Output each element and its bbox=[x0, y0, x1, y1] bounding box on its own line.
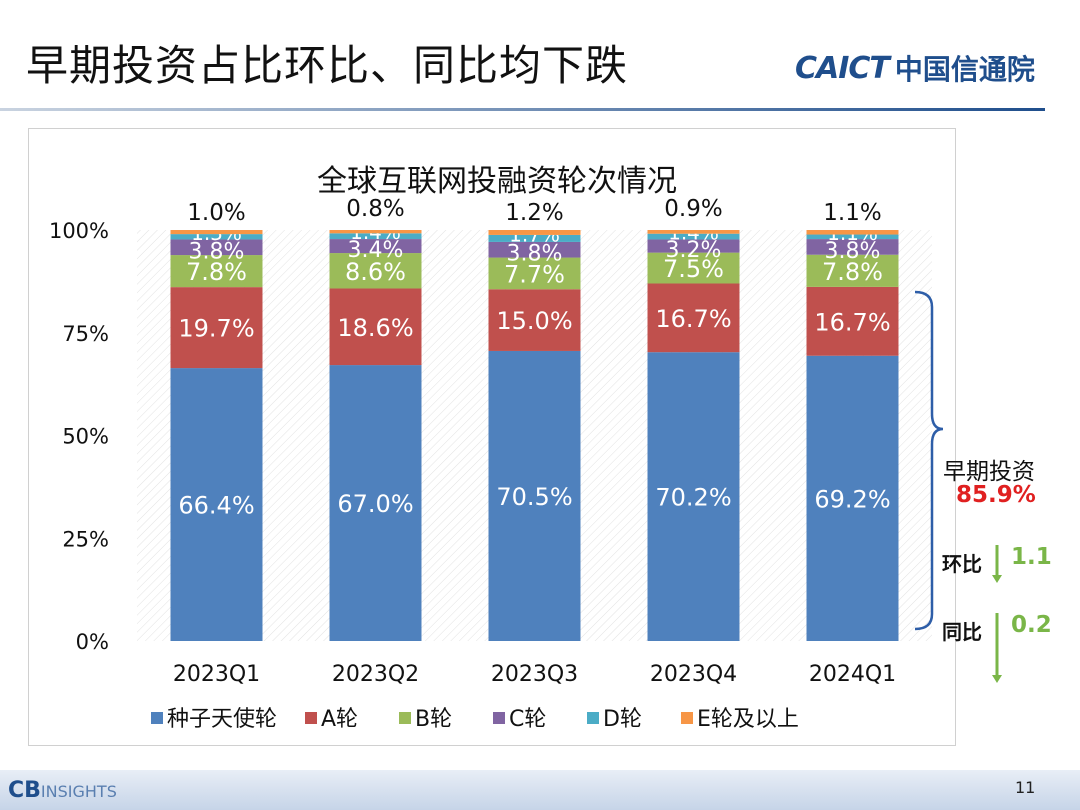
bar-segment bbox=[647, 230, 740, 234]
legend-label: 种子天使轮 bbox=[167, 707, 277, 732]
slide-title: 早期投资占比环比、同比均下跌 bbox=[26, 41, 629, 90]
data-label: 3.8% bbox=[825, 239, 881, 264]
bar-segment bbox=[329, 253, 422, 289]
y-tick-label: 0% bbox=[76, 630, 109, 654]
x-tick-label: 2023Q2 bbox=[332, 662, 419, 687]
legend-label: C轮 bbox=[509, 707, 546, 732]
bar-segment bbox=[170, 239, 263, 256]
bar-segment bbox=[170, 368, 263, 641]
data-label: 0.9% bbox=[664, 196, 722, 222]
cbinsights-logo: CBINSIGHTS bbox=[8, 778, 117, 803]
bar-segment bbox=[488, 230, 581, 235]
data-label: 1.0% bbox=[187, 200, 245, 226]
logo-en: CAICT bbox=[795, 50, 890, 86]
legend-label: E轮及以上 bbox=[697, 707, 799, 732]
yoy-label: 同比 bbox=[942, 620, 982, 644]
bar-segment bbox=[806, 286, 899, 356]
x-tick-label: 2023Q1 bbox=[173, 662, 260, 687]
data-label: 3.2% bbox=[666, 238, 722, 263]
bar-segment bbox=[329, 239, 422, 254]
bar-segment bbox=[329, 365, 422, 641]
bar-segment bbox=[488, 241, 581, 258]
chart-frame: 全球互联网投融资轮次情况 0% 25% 50% 75% 100% 66.4% 19.7% 7… bbox=[28, 128, 956, 746]
data-label: 1.1% bbox=[823, 200, 881, 226]
bar-segment bbox=[170, 234, 263, 240]
legend-swatch bbox=[305, 712, 317, 724]
legend-swatch bbox=[399, 712, 411, 724]
legend-swatch bbox=[493, 712, 505, 724]
early-stage-value: 85.9% bbox=[956, 482, 1036, 508]
data-label: 19.7% bbox=[178, 315, 254, 343]
data-label: 66.4% bbox=[178, 492, 254, 520]
data-label: 7.8% bbox=[822, 258, 883, 286]
data-label: 3.8% bbox=[507, 242, 563, 267]
qoq-label: 环比 bbox=[942, 552, 982, 576]
legend-label: B轮 bbox=[415, 707, 452, 732]
yoy-value: 0.2 bbox=[1011, 612, 1052, 638]
y-tick-label: 50% bbox=[62, 425, 109, 449]
yoy-down-arrow bbox=[992, 613, 1002, 683]
bar-segment bbox=[170, 255, 263, 288]
data-label: 7.5% bbox=[663, 255, 724, 283]
bar-segment bbox=[329, 288, 422, 366]
stacked-bar-chart: 全球互联网投融资轮次情况 0% 25% 50% 75% 100% 66.4% 19.7% 7… bbox=[49, 164, 944, 732]
data-label: 3.8% bbox=[189, 239, 245, 264]
qoq-value: 1.1 bbox=[1011, 544, 1052, 570]
legend-swatch bbox=[151, 712, 163, 724]
logo-cn: 中国信通院 bbox=[894, 53, 1035, 86]
y-tick-label: 25% bbox=[62, 527, 109, 551]
page-number: 11 bbox=[1015, 778, 1036, 797]
legend-swatch bbox=[587, 712, 599, 724]
data-label: 15.0% bbox=[496, 307, 572, 335]
data-label: 69.2% bbox=[814, 485, 890, 513]
bar-segment bbox=[647, 283, 740, 353]
bar-segment bbox=[170, 287, 263, 369]
early-stage-brace bbox=[914, 290, 944, 631]
bar-segment bbox=[806, 355, 899, 641]
legend-label: A轮 bbox=[321, 707, 358, 732]
data-label: 16.7% bbox=[814, 308, 890, 336]
bar-segment bbox=[329, 233, 422, 240]
footer-logo-main: CB bbox=[8, 778, 41, 803]
data-label: 70.5% bbox=[496, 483, 572, 511]
data-label: 67.0% bbox=[337, 490, 413, 518]
data-label: 18.6% bbox=[337, 314, 413, 342]
early-stage-label: 早期投资 bbox=[943, 459, 1035, 485]
data-label: 7.8% bbox=[186, 258, 247, 286]
bar-segment bbox=[647, 252, 740, 284]
legend-swatch bbox=[681, 712, 693, 724]
x-tick-label: 2024Q1 bbox=[809, 662, 896, 687]
x-tick-label: 2023Q3 bbox=[491, 662, 578, 687]
bar-segment bbox=[488, 234, 581, 242]
y-tick-label: 100% bbox=[49, 219, 109, 243]
bar-segment bbox=[806, 230, 899, 235]
bar-segment bbox=[647, 239, 740, 253]
y-tick-label: 75% bbox=[62, 322, 109, 346]
legend-label: D轮 bbox=[603, 707, 642, 732]
footer-logo-sub: INSIGHTS bbox=[40, 782, 117, 801]
title-rule bbox=[0, 108, 1045, 111]
data-label: 16.7% bbox=[655, 305, 731, 333]
qoq-down-arrow bbox=[992, 545, 1002, 583]
bar-segment bbox=[329, 230, 422, 234]
data-label: 1.2% bbox=[505, 200, 563, 226]
footer-bar bbox=[0, 770, 1080, 810]
data-label: 7.7% bbox=[504, 260, 565, 288]
bar-segment bbox=[488, 257, 581, 290]
bar-segment bbox=[806, 254, 899, 287]
caict-logo: CAICT 中国信通院 bbox=[795, 50, 1035, 87]
bar-segment bbox=[647, 233, 740, 240]
data-label: 8.6% bbox=[345, 258, 406, 286]
chart-title: 全球互联网投融资轮次情况 bbox=[317, 164, 677, 199]
bar-segment bbox=[806, 234, 899, 240]
data-label: 70.2% bbox=[655, 484, 731, 512]
data-label: 3.4% bbox=[348, 238, 404, 263]
x-tick-label: 2023Q4 bbox=[650, 662, 737, 687]
bar-segment bbox=[647, 352, 740, 641]
bar-segment bbox=[488, 350, 581, 641]
bar-segment bbox=[806, 239, 899, 255]
bar-segment bbox=[488, 289, 581, 351]
bar-segment bbox=[170, 230, 263, 235]
data-label: 0.8% bbox=[346, 196, 404, 222]
